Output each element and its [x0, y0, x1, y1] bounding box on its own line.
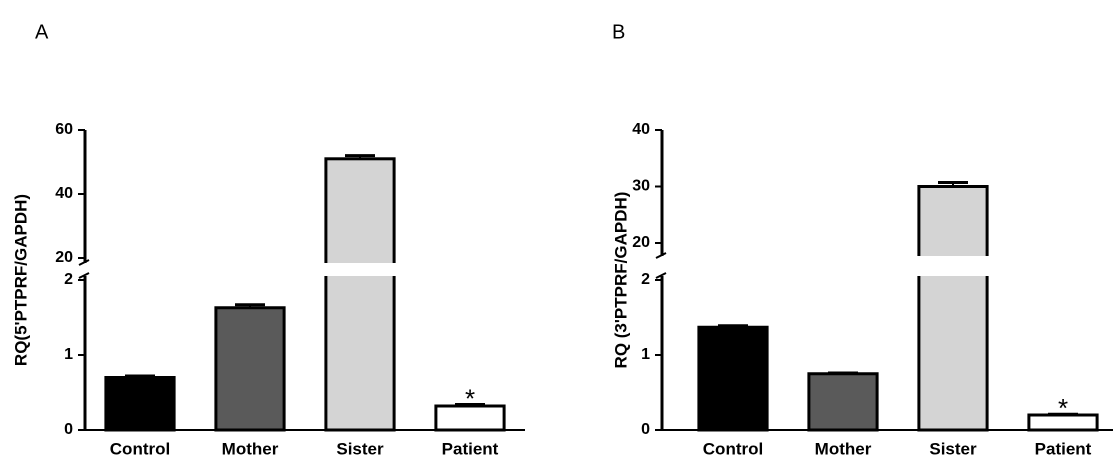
x-tick-label: Mother — [222, 439, 279, 458]
x-tick-label: Patient — [442, 439, 499, 458]
y-tick-label: 60 — [55, 121, 73, 138]
y-tick-label: 0 — [64, 421, 73, 438]
x-tick-label: Mother — [815, 439, 872, 458]
bar — [919, 187, 987, 431]
bar — [216, 308, 284, 430]
y-tick-label: 1 — [64, 346, 73, 363]
figure: ARQ(5'PTPRF/GAPDH)012204060ControlMother… — [0, 0, 1113, 462]
x-tick-label: Control — [703, 439, 763, 458]
y-tick-label: 20 — [632, 234, 650, 251]
axis-break-gap — [82, 263, 522, 276]
y-axis-label: RQ(5'PTPRF/GAPDH) — [11, 194, 30, 366]
y-tick-label: 1 — [641, 346, 650, 363]
y-axis-label: RQ (3'PTPRF/GAPDH) — [611, 192, 630, 369]
x-tick-label: Control — [110, 439, 170, 458]
y-tick-label: 40 — [55, 185, 73, 202]
x-tick-label: Sister — [336, 439, 384, 458]
bar — [699, 327, 767, 430]
y-tick-label: 40 — [632, 121, 650, 138]
y-tick-label: 0 — [641, 421, 650, 438]
y-tick-label: 20 — [55, 249, 73, 266]
y-tick-label: 2 — [641, 271, 650, 288]
panel-label: A — [35, 21, 49, 43]
axis-break-gap — [659, 256, 1113, 276]
x-tick-label: Sister — [929, 439, 977, 458]
x-tick-label: Patient — [1035, 439, 1092, 458]
bar — [326, 159, 394, 430]
annotation: * — [1058, 393, 1068, 423]
bar — [106, 378, 174, 431]
bar — [809, 374, 877, 430]
panel-label: B — [612, 21, 625, 43]
y-tick-label: 30 — [632, 178, 650, 195]
y-tick-label: 2 — [64, 271, 73, 288]
annotation: * — [465, 383, 475, 413]
